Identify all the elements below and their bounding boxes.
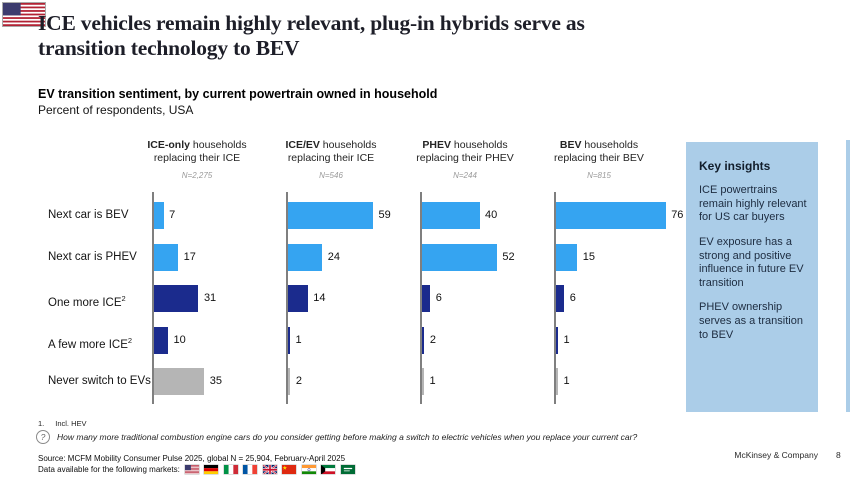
bar [421,202,480,229]
bar [287,326,290,354]
bar-value-label: 1 [429,375,436,387]
bar-value-label: 6 [435,292,442,304]
bar-value-label: 31 [203,292,217,304]
bar-value-label: 59 [378,209,391,221]
key-insights-title: Key insights [699,159,771,173]
bar-value-label: 1 [563,333,570,346]
category-label: One more ICE2 [48,294,126,309]
group-header: ICE-only households replacing their ICE N=… [122,139,272,183]
bar [153,243,179,271]
bar-value-label: 2 [295,375,303,387]
bar-value-label: 14 [313,292,326,304]
markets-label: Data available for the following markets… [38,464,180,474]
bar-value-label: 40 [485,209,498,221]
bar [555,285,565,312]
bar [555,243,578,271]
bar-value-label: 76 [671,209,684,221]
flag-united-states-icon [184,464,199,474]
flag-kuwait-icon [321,464,336,474]
question-mark-circle-icon: ? [36,430,50,444]
bar-value-label: 1 [563,375,570,387]
bar [421,243,497,271]
footnote-number: 1. [38,419,45,428]
bar-value-label: 17 [183,250,196,263]
sample-size-label: N=244 [453,171,477,180]
category-label: A few more ICE2 [48,335,133,351]
footnote: 1. Incl. HEV [38,419,87,428]
axis-line [286,192,288,404]
bar-value-label: 10 [173,333,186,346]
footnote-text: Incl. HEV [55,419,87,428]
bar-value-label: 35 [209,375,222,387]
bar-value-label: 52 [502,250,515,263]
slide-title: ICE vehicles remain highly relevant, plu… [38,11,585,61]
flag-united-kingdom-icon [262,464,277,474]
group-header: BEV households replacing their BEV N=815 [524,139,674,183]
bar-value-label: 1 [295,333,302,346]
group-header-bold: PHEV [422,139,451,151]
key-insights-panel: Key insights ICE powertrains remain high… [686,142,818,412]
bar [153,202,164,229]
bar [287,368,291,395]
bar [555,202,666,229]
market-flags [184,464,355,474]
axis-line [554,192,556,404]
bar-value-label: 24 [327,250,341,263]
bar [287,202,374,229]
key-insight-item: ICE powertrains remain highly relevant f… [699,184,807,224]
key-insight-item: EV exposure has a strong and positive in… [699,235,804,289]
category-label: Next car is PHEV [48,250,137,263]
category-label: Never switch to EVs [48,375,151,387]
flag-france-icon [243,464,258,474]
bar-value-label: 2 [429,333,437,346]
bar-value-label: 6 [569,292,576,304]
chart-subtitle: Percent of respondents, USA [38,103,194,117]
page-number: 8 [836,450,841,460]
flag-china-icon [282,464,297,474]
bar [421,285,431,312]
category-label: Next car is BEV [48,209,129,221]
flag-saudi-arabia-icon [340,464,355,474]
sample-size-label: N=546 [319,171,343,180]
source-line: Source: MCFM Mobility Consumer Pulse 202… [38,454,346,463]
bar [555,326,558,354]
group-header-bold: ICE/EV [285,139,320,151]
axis-line [152,192,154,404]
bar [287,285,308,312]
bar-value-label: 7 [169,209,176,221]
bar [421,326,425,354]
group-header-bold: ICE-only [147,139,190,151]
key-insight-item: PHEV ownership serves as a transition to… [699,301,803,341]
bar [421,368,424,395]
survey-question-text: How many more traditional combustion eng… [57,432,638,442]
flag-italy-icon [223,464,238,474]
bar-value-label: 15 [582,250,595,263]
flag-germany-icon [204,464,219,474]
bar [153,326,168,354]
us-flag-icon [3,3,45,26]
brand-logo-text: McKinsey & Company [734,450,818,460]
bar [555,368,558,395]
survey-question: ? How many more traditional combustion e… [36,430,637,444]
bar [153,368,205,395]
axis-line [420,192,422,404]
flag-india-icon [301,464,316,474]
right-edge-strip [846,140,850,412]
group-header-bold: BEV [559,139,582,151]
group-header: ICE/EV households replacing their ICE N=54… [256,139,406,183]
group-header: PHEV households replacing their PHEV N=244 [390,139,540,183]
sample-size-label: N=815 [587,171,611,180]
markets-line: Data available for the following markets… [38,464,355,474]
bar [287,243,323,271]
bar [153,285,199,312]
chart-title: EV transition sentiment, by current powe… [38,87,438,101]
sample-size-label: N=2,275 [181,171,213,180]
